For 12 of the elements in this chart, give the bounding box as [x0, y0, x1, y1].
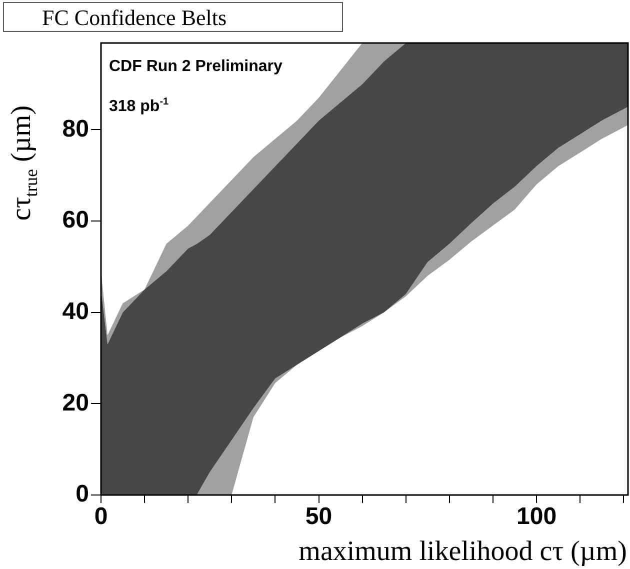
y-tick-label: 40 — [62, 298, 89, 325]
x-tick-label: 50 — [305, 503, 332, 530]
y-tick-label: 80 — [62, 115, 89, 142]
y-tick-label: 60 — [62, 206, 89, 234]
x-tick-label: 0 — [94, 503, 108, 530]
y-tick-label: 20 — [62, 389, 89, 416]
y-tick-label: 0 — [76, 480, 89, 508]
x-tick-label: 100 — [516, 503, 557, 530]
x-axis-title: maximum likelihood cτ (µm) — [298, 536, 628, 567]
y-axis-title: cτtrue (µm) — [6, 105, 41, 221]
annotation: CDF Run 2 Preliminary — [109, 58, 282, 75]
chart-title: FC Confidence Belts — [3, 2, 343, 32]
